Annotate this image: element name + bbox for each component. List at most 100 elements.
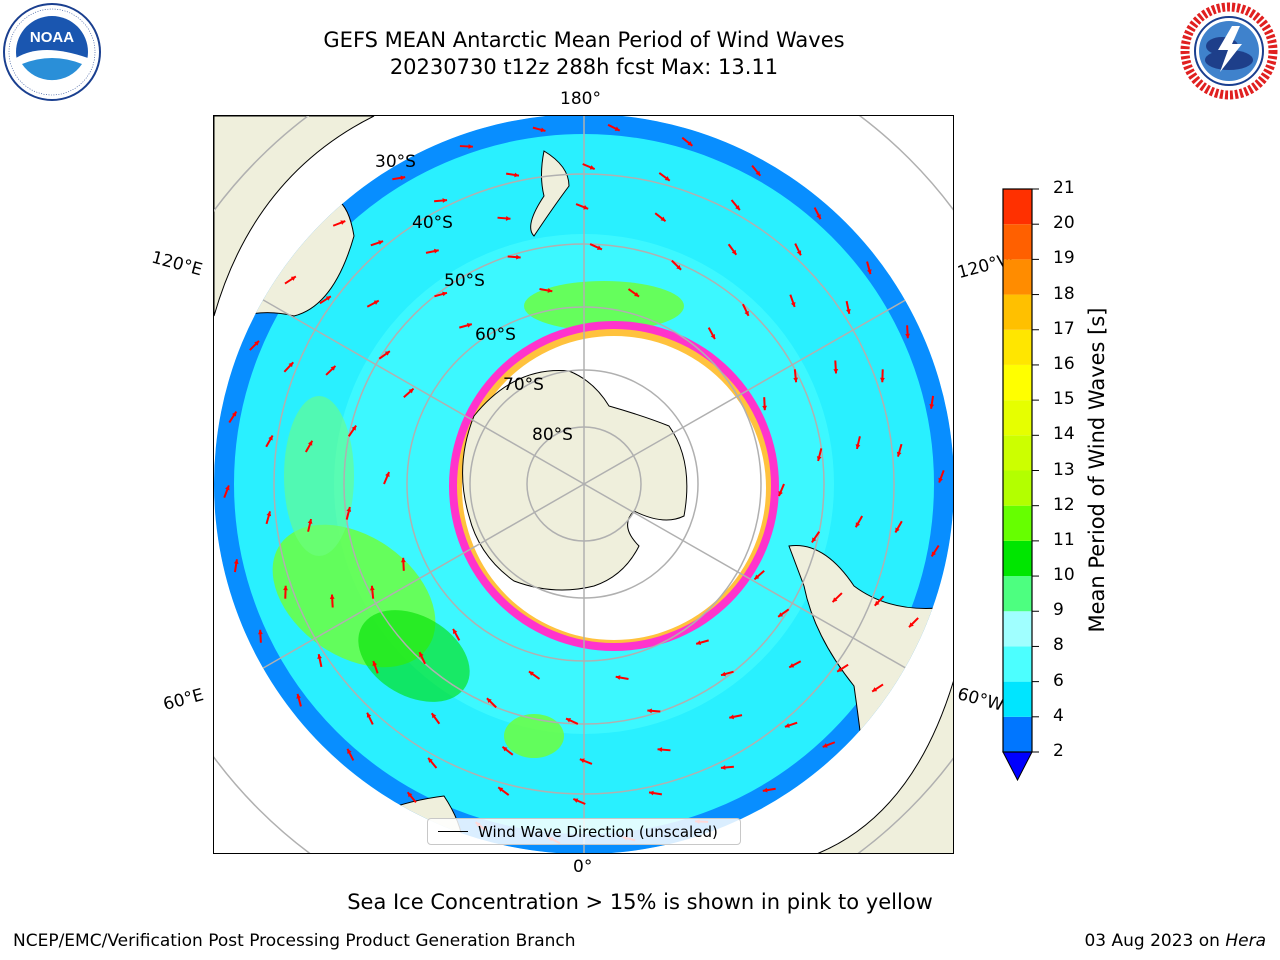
noaa-logo: NOAA (3, 3, 101, 101)
wave-direction-arrowhead (762, 787, 768, 793)
wave-direction-arrowhead (290, 276, 296, 281)
colorbar-tick-label: 13 (1053, 459, 1075, 480)
colorbar-tick-label: 8 (1053, 635, 1064, 656)
colorbar-tick-label: 14 (1053, 424, 1075, 445)
lat-label-60s: 60°S (475, 325, 516, 345)
wave-direction-arrowhead (254, 340, 259, 346)
wave-direction-arrowhead (266, 511, 272, 517)
wave-direction-arrowhead (378, 240, 384, 245)
credit-date: 03 Aug 2023 on (1084, 931, 1226, 951)
wave-period-patch (504, 714, 564, 758)
wave-direction-arrowhead (931, 551, 937, 557)
wave-direction-arrowhead (351, 425, 357, 431)
wave-direction-arrowhead (596, 245, 602, 250)
credit-right: 03 Aug 2023 on Hera (1084, 931, 1266, 951)
wave-direction-arrowhead (710, 334, 715, 340)
wave-direction-arrowhead (816, 456, 822, 461)
colorbar-tick-label: 15 (1053, 389, 1075, 410)
wave-direction-arrowhead (649, 790, 654, 796)
wave-direction-arrowhead (307, 519, 313, 524)
wave-direction-arrowhead (762, 405, 768, 411)
land-corner (214, 116, 375, 317)
colorbar-tick-label: 16 (1053, 353, 1075, 374)
wave-direction-arrowhead (784, 723, 790, 728)
wave-period-patch (358, 610, 470, 702)
wave-direction-arrowhead (373, 300, 379, 305)
wave-direction-arrowhead (789, 663, 795, 668)
colorbar-tick-label: 12 (1053, 494, 1075, 515)
wave-direction-arrowhead (579, 758, 585, 763)
wave-direction-arrowhead (793, 377, 799, 383)
colorbar-segment (1003, 364, 1032, 401)
wave-direction-arrowhead (442, 291, 447, 297)
colorbar-tick-label: 18 (1053, 283, 1075, 304)
wave-direction-arrowhead (833, 368, 839, 374)
wave-direction-arrowhead (372, 661, 378, 666)
wave-direction-arrowhead (419, 652, 424, 658)
colorbar-tick-label: 20 (1053, 213, 1075, 234)
wave-direction-arrowhead (400, 557, 406, 563)
wave-direction-arrowhead (540, 127, 546, 133)
wave-direction-arrowhead (614, 126, 620, 131)
colorbar-tick-label: 4 (1053, 705, 1064, 726)
wave-direction-arrowhead (433, 248, 439, 254)
wave-direction-arrowhead (880, 377, 885, 383)
wave-direction-arrowhead (615, 675, 621, 680)
wave-direction-arrowhead (660, 216, 666, 222)
colorbar-segment (1003, 400, 1032, 436)
wave-direction-arrowhead (329, 594, 335, 600)
wave-direction-arrowhead (755, 170, 761, 176)
wave-direction-arrowhead (657, 747, 663, 752)
chart-subtitle: 20230730 t12z 288h fcst Max: 13.11 (389, 55, 779, 79)
lon-label-60e: 60°E (161, 685, 206, 715)
credit-machine: Hera (1225, 931, 1266, 951)
wave-direction-arrowhead (874, 600, 880, 606)
wave-direction-arrowhead (384, 351, 390, 356)
wave-direction-arrowhead (498, 787, 504, 792)
colorbar-tick-label: 6 (1053, 670, 1064, 691)
wave-direction-arrowhead (453, 628, 458, 634)
wave-direction-arrowhead (385, 472, 390, 478)
colorbar-segment (1003, 224, 1032, 260)
wave-direction-arrowhead (340, 220, 346, 225)
wave-direction-arrowhead (528, 671, 534, 676)
wave-direction-arrowhead (502, 746, 508, 752)
wave-direction-arrowhead (896, 451, 902, 457)
colorbar-segment (1003, 470, 1032, 506)
legend-label: Wind Wave Direction (unscaled) (478, 823, 718, 841)
wave-direction-arrowhead (867, 269, 872, 275)
wave-direction-arrowhead (330, 365, 336, 371)
wave-direction-arrowhead (837, 667, 843, 672)
colorbar-segment (1003, 646, 1032, 682)
colorbar-tick-label: 2 (1053, 741, 1064, 761)
colorbar-tick-label: 21 (1053, 178, 1075, 198)
wave-direction-arrowhead (346, 507, 352, 512)
wave-direction-arrowhead (268, 435, 273, 441)
colorbar-segment (1003, 540, 1032, 577)
lat-label-30s: 30°S (375, 152, 416, 172)
wave-direction-arrowhead (505, 216, 511, 221)
wave-direction-arrowhead (895, 527, 900, 533)
colorbar-segment (1003, 259, 1032, 295)
wave-direction-arrowhead (516, 254, 521, 260)
wave-direction-arrowhead (832, 597, 838, 603)
lat-label-40s: 40°S (412, 213, 453, 233)
colorbar (1002, 188, 1039, 782)
wave-period-patch (524, 281, 684, 331)
wave-direction-arrowhead (468, 144, 473, 149)
colorbar-segment (1003, 435, 1032, 471)
wave-direction-arrowhead (258, 629, 263, 635)
wave-direction-arrowhead (721, 671, 726, 677)
wave-direction-arrowhead (307, 440, 313, 446)
wave-direction-arrowhead (225, 485, 230, 491)
wave-direction-arrowhead (846, 309, 851, 314)
wave-direction-arrowhead (687, 141, 693, 146)
wave-direction-arrowhead (566, 718, 572, 723)
wave-direction-arrowhead (347, 748, 352, 754)
chart-title: GEFS MEAN Antarctic Mean Period of Wind … (323, 28, 845, 52)
colorbar-segment (1003, 329, 1032, 365)
polar-map (214, 116, 953, 853)
lat-label-50s: 50°S (444, 271, 485, 291)
wave-direction-arrowhead (283, 585, 288, 591)
lon-label-180: 180° (560, 89, 601, 109)
